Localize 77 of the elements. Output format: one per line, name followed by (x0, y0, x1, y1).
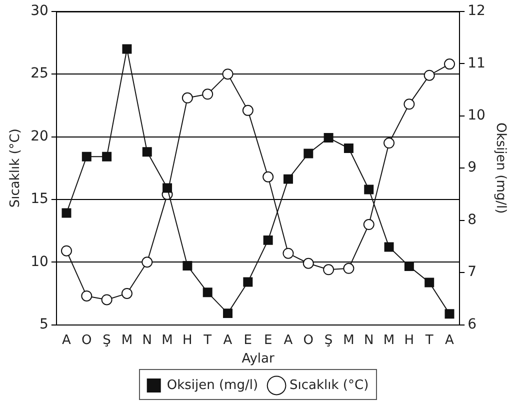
point (263, 235, 273, 245)
point (424, 70, 435, 81)
point (404, 262, 414, 272)
point (242, 104, 254, 116)
point (384, 138, 395, 149)
y-tick-label: 10 (30, 254, 48, 270)
x-axis-title: Aylar (242, 352, 275, 367)
point (304, 148, 314, 158)
point (384, 242, 394, 252)
y-tick-label: 5 (39, 316, 48, 332)
y2-tick-label: 9 (468, 160, 477, 176)
point (81, 290, 92, 302)
point (324, 133, 334, 143)
point (62, 208, 72, 218)
x-tick-label: N (142, 332, 152, 348)
point (444, 309, 454, 319)
x-tick-label: H (404, 332, 414, 348)
point (404, 98, 415, 110)
x-tick-label: H (182, 332, 192, 348)
point (121, 288, 132, 299)
x-tick-label: M (343, 332, 354, 348)
point (323, 264, 334, 276)
y-axis-title: Sıcaklık (°C) (8, 128, 24, 208)
point (444, 58, 456, 70)
point (302, 258, 314, 269)
point (363, 219, 374, 230)
point (424, 278, 434, 288)
x-tick-label: Ş (324, 332, 333, 348)
legend-label: Sıcaklık (°C) (290, 378, 369, 393)
y2-tick-label: 11 (468, 55, 486, 72)
y2-tick-label: 8 (468, 212, 477, 228)
y2-tick-label: 7 (468, 264, 477, 280)
point (122, 44, 132, 54)
point (364, 184, 374, 194)
x-tick-label: A (62, 332, 72, 348)
point (101, 294, 112, 306)
x-tick-label: M (162, 332, 173, 348)
x-tick-label: N (364, 332, 374, 348)
x-tick-label: O (82, 332, 92, 348)
x-tick-label: Ş (102, 332, 111, 348)
point (142, 256, 153, 268)
point (182, 92, 193, 104)
point (182, 261, 192, 271)
y-tick-label: 15 (30, 191, 48, 208)
point (344, 144, 354, 153)
x-tick-label: A (223, 332, 232, 348)
y2-axis-title: Oksijen (mg/l) (492, 122, 508, 214)
point (60, 245, 72, 256)
point (223, 308, 233, 318)
point (243, 277, 253, 287)
x-tick-label: O (303, 332, 314, 348)
point (343, 262, 354, 274)
x-tick-label: A (284, 332, 293, 348)
point (202, 88, 214, 100)
y2-tick-label: 12 (468, 3, 486, 20)
point (82, 152, 92, 162)
y-tick-label: 20 (30, 128, 48, 144)
legend-label: Oksijen (mg/l) (166, 378, 258, 393)
x-tick-label: M (383, 332, 395, 348)
point (142, 147, 152, 157)
y-tick-label: 25 (30, 66, 48, 82)
point (162, 183, 172, 193)
point (202, 288, 212, 298)
point (102, 152, 112, 162)
x-tick-label: T (424, 332, 434, 348)
point (283, 174, 293, 184)
x-tick-label: E (264, 332, 272, 348)
x-tick-label: A (445, 332, 454, 348)
x-tick-label: M (121, 332, 133, 348)
point (282, 248, 294, 259)
y2-tick-label: 6 (468, 316, 477, 332)
point (262, 171, 274, 182)
point (222, 68, 234, 80)
y-tick-label: 30 (30, 3, 48, 20)
x-tick-label: T (202, 332, 212, 348)
y2-tick-label: 10 (468, 108, 486, 124)
x-tick-label: E (244, 332, 252, 348)
